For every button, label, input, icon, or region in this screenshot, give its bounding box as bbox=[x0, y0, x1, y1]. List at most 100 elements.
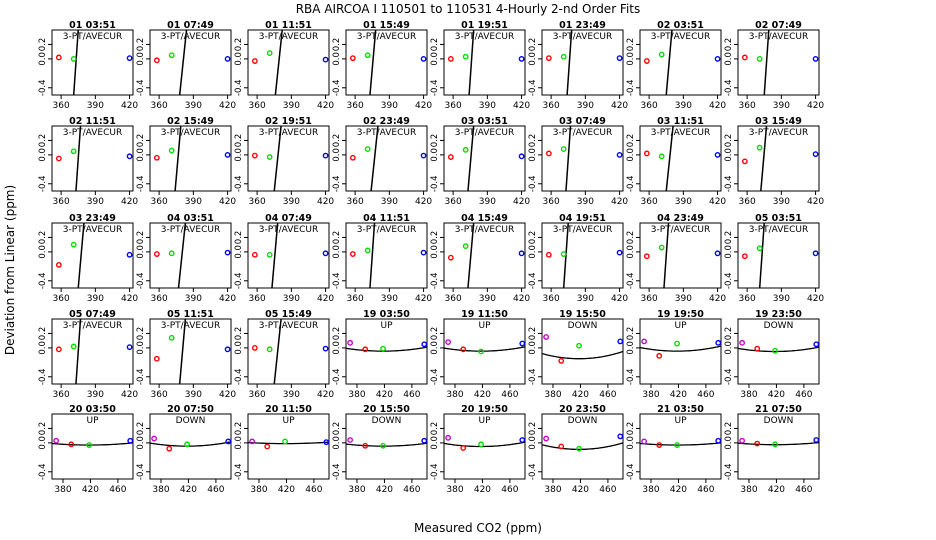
x-tick-label: 360 bbox=[445, 197, 462, 207]
y-tick-label: 0.2 bbox=[38, 327, 48, 341]
x-tick-label: 420 bbox=[474, 390, 491, 400]
x-tick-label: 420 bbox=[611, 294, 628, 304]
y-tick-label: 0.2 bbox=[626, 327, 636, 341]
y-tick-label: 0.2 bbox=[528, 327, 538, 341]
y-tick-label: 0.0 bbox=[430, 148, 440, 162]
x-tick-label: 390 bbox=[577, 294, 594, 304]
plot-area bbox=[251, 30, 329, 95]
data-point bbox=[224, 249, 231, 256]
data-point bbox=[714, 250, 721, 257]
fit-curve bbox=[738, 346, 819, 353]
y-tick-label: 0.0 bbox=[626, 52, 636, 66]
x-tick-label: 420 bbox=[376, 485, 393, 495]
panel: 01 15:493-PT/AVECUR -0.4 0.00.2 360 390 420 bbox=[332, 20, 432, 111]
x-tick-label: 420 bbox=[611, 101, 628, 111]
data-point bbox=[772, 347, 778, 354]
y-tick-label: 0.2 bbox=[528, 422, 538, 436]
y-tick-label: 0.0 bbox=[528, 341, 538, 355]
panel: 04 03:513-PT/AVECUR -0.4 0.00.2 360 390 420 bbox=[136, 213, 236, 304]
y-tick-label: -0.4 bbox=[38, 463, 48, 480]
data-point bbox=[153, 355, 160, 362]
y-tick-label: 0.0 bbox=[234, 148, 244, 162]
y-tick-label: 0.0 bbox=[136, 52, 146, 66]
panel-frame bbox=[51, 318, 134, 385]
fit-line bbox=[468, 30, 475, 95]
x-tick-label: 390 bbox=[87, 101, 104, 111]
panel-title: 03 11:51 bbox=[657, 116, 704, 127]
y-tick-label: -0.4 bbox=[38, 175, 48, 192]
panel-frame bbox=[639, 222, 722, 289]
y-tick-label: 0.0 bbox=[234, 245, 244, 259]
x-tick-label: 360 bbox=[641, 101, 658, 111]
panel-fit-label: 3-PT/AVECUR bbox=[259, 321, 318, 331]
y-tick-label: 0.2 bbox=[234, 134, 244, 148]
data-point bbox=[519, 437, 525, 443]
panel-title: 20 23:50 bbox=[559, 404, 606, 415]
data-point bbox=[641, 438, 648, 445]
fit-line bbox=[665, 126, 674, 191]
plot-area bbox=[346, 437, 427, 449]
plot-area bbox=[643, 30, 721, 95]
y-tick-label: 0.2 bbox=[136, 38, 146, 52]
y-tick-label: 0.2 bbox=[38, 231, 48, 245]
x-tick-label: 460 bbox=[403, 485, 420, 495]
data-point bbox=[754, 345, 761, 352]
panel-title: 01 11:51 bbox=[265, 20, 312, 31]
panel-frame bbox=[247, 318, 330, 385]
data-point bbox=[323, 439, 329, 446]
panel-frame bbox=[639, 29, 722, 96]
y-tick-label: 0.2 bbox=[626, 134, 636, 148]
fit-line bbox=[369, 30, 377, 95]
panel-fit-label: 3-PT/AVECUR bbox=[63, 128, 122, 138]
plot-area bbox=[741, 223, 819, 288]
data-point bbox=[322, 250, 329, 257]
y-tick-label: -0.4 bbox=[430, 79, 440, 96]
plot-area bbox=[55, 319, 133, 384]
x-tick-label: 360 bbox=[739, 101, 756, 111]
panel-title: 02 15:49 bbox=[167, 116, 214, 127]
y-tick-label: 0.2 bbox=[724, 422, 734, 436]
plot-area bbox=[153, 126, 231, 191]
y-tick-label: -0.4 bbox=[626, 272, 636, 289]
panel: 01 07:493-PT/AVECUR -0.4 0.00.2 360 390 420 bbox=[136, 20, 236, 111]
plot-area bbox=[349, 30, 427, 95]
y-tick-label: -0.4 bbox=[234, 368, 244, 385]
data-point bbox=[617, 338, 623, 345]
panel-frame bbox=[345, 413, 428, 480]
plot-area bbox=[55, 223, 133, 288]
panel: 01 03:513-PT/AVECUR -0.4 0.00.2 360 390 420 bbox=[38, 20, 138, 111]
data-point bbox=[812, 151, 819, 158]
y-tick-label: 0.2 bbox=[38, 134, 48, 148]
plot-area bbox=[640, 437, 721, 448]
fit-line bbox=[467, 223, 475, 288]
data-point bbox=[347, 437, 354, 443]
plot-area bbox=[447, 126, 525, 191]
data-point bbox=[362, 442, 369, 449]
x-tick-label: 460 bbox=[109, 485, 126, 495]
panel-title: 19 11:50 bbox=[461, 309, 508, 320]
data-point bbox=[543, 435, 550, 442]
panel-frame bbox=[443, 413, 526, 480]
panel: 02 23:493-PT/AVECUR -0.4 0.00.2 360 390 420 bbox=[332, 116, 432, 207]
x-tick-label: 360 bbox=[249, 197, 266, 207]
y-tick-label: -0.4 bbox=[234, 79, 244, 96]
data-point bbox=[421, 341, 427, 348]
x-tick-label: 460 bbox=[599, 485, 616, 495]
panel-title: 03 03:51 bbox=[461, 116, 508, 127]
y-tick-label: 0.2 bbox=[724, 38, 734, 52]
fit-line bbox=[467, 126, 475, 191]
fit-line bbox=[177, 223, 187, 288]
panel-frame bbox=[443, 318, 526, 385]
x-tick-label: 380 bbox=[446, 390, 463, 400]
x-tick-label: 390 bbox=[675, 197, 692, 207]
y-tick-label: 0.0 bbox=[38, 52, 48, 66]
data-point bbox=[576, 342, 582, 349]
data-point bbox=[616, 249, 623, 256]
panel-fit-label: 3-PT/AVECUR bbox=[259, 32, 318, 42]
panel: 05 11:513-PT/AVECUR -0.4 0.00.2 360 390 420 bbox=[136, 309, 236, 400]
panel-fit-label: 3-PT/AVECUR bbox=[161, 32, 220, 42]
x-tick-label: 380 bbox=[740, 485, 757, 495]
